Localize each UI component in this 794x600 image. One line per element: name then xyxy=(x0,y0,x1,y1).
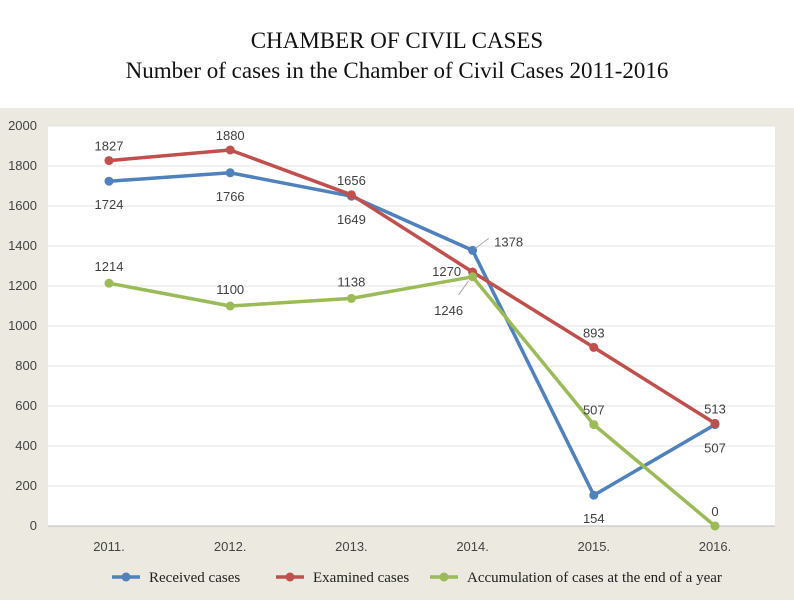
data-point xyxy=(468,272,478,282)
data-label: 1378 xyxy=(494,234,523,249)
data-point xyxy=(346,293,356,303)
data-point xyxy=(104,176,114,186)
legend-marker xyxy=(439,572,449,582)
y-tick-label: 1400 xyxy=(8,238,37,253)
data-label: 1827 xyxy=(95,139,124,154)
data-label: 1880 xyxy=(216,128,245,143)
legend-label: Accumulation of cases at the end of a ye… xyxy=(467,570,722,586)
title-block: CHAMBER OF CIVIL CASES Number of cases i… xyxy=(0,0,794,108)
y-tick-label: 1200 xyxy=(8,278,37,293)
y-tick-label: 600 xyxy=(15,398,37,413)
data-label: 513 xyxy=(704,401,726,416)
legend-label: Received cases xyxy=(149,570,240,586)
chart-subtitle: Number of cases in the Chamber of Civil … xyxy=(125,58,669,83)
data-label: 1246 xyxy=(434,303,463,318)
data-label: 1100 xyxy=(216,282,244,297)
x-tick-label: 2015. xyxy=(578,539,611,554)
y-tick-label: 0 xyxy=(30,518,37,533)
data-label: 893 xyxy=(583,325,605,340)
data-label: 1138 xyxy=(337,274,365,289)
data-label: 0 xyxy=(711,504,718,519)
label-leader-line xyxy=(458,280,470,296)
y-tick-label: 200 xyxy=(15,478,37,493)
data-point xyxy=(346,190,356,200)
data-point xyxy=(225,301,235,311)
data-point xyxy=(589,490,599,500)
data-point xyxy=(589,420,599,430)
label-leader-line xyxy=(475,238,489,249)
data-point xyxy=(589,342,599,352)
data-label: 1649 xyxy=(337,212,366,227)
data-label: 1766 xyxy=(216,189,245,204)
x-tick-label: 2014. xyxy=(456,539,489,554)
y-tick-label: 800 xyxy=(15,358,37,373)
series-line xyxy=(108,148,716,425)
y-tick-label: 2000 xyxy=(8,118,37,133)
legend-marker xyxy=(285,572,295,582)
y-tick-label: 1600 xyxy=(8,198,37,213)
x-tick-label: 2011. xyxy=(93,539,125,554)
series-line xyxy=(108,171,716,497)
x-tick-label: 2013. xyxy=(335,539,368,554)
data-label: 1656 xyxy=(337,173,366,188)
data-point xyxy=(225,145,235,155)
y-tick-label: 1000 xyxy=(8,318,37,333)
data-label: 1724 xyxy=(95,197,124,212)
data-label: 507 xyxy=(583,403,605,418)
y-tick-label: 400 xyxy=(15,438,37,453)
series-line xyxy=(108,275,717,528)
data-point xyxy=(104,278,114,288)
x-tick-label: 2016. xyxy=(699,539,732,554)
data-point xyxy=(710,521,720,531)
legend-marker xyxy=(121,572,131,582)
data-point xyxy=(468,245,478,255)
data-label: 1270 xyxy=(432,264,461,279)
data-label: 507 xyxy=(704,441,726,456)
data-label: 154 xyxy=(583,511,605,526)
x-tick-label: 2012. xyxy=(214,539,247,554)
y-tick-label: 1800 xyxy=(8,158,37,173)
data-point xyxy=(225,168,235,178)
data-point xyxy=(710,418,720,428)
data-label: 1214 xyxy=(95,259,124,274)
chart-title: CHAMBER OF CIVIL CASES xyxy=(250,28,544,53)
data-point xyxy=(104,156,114,166)
legend-label: Examined cases xyxy=(313,570,409,586)
